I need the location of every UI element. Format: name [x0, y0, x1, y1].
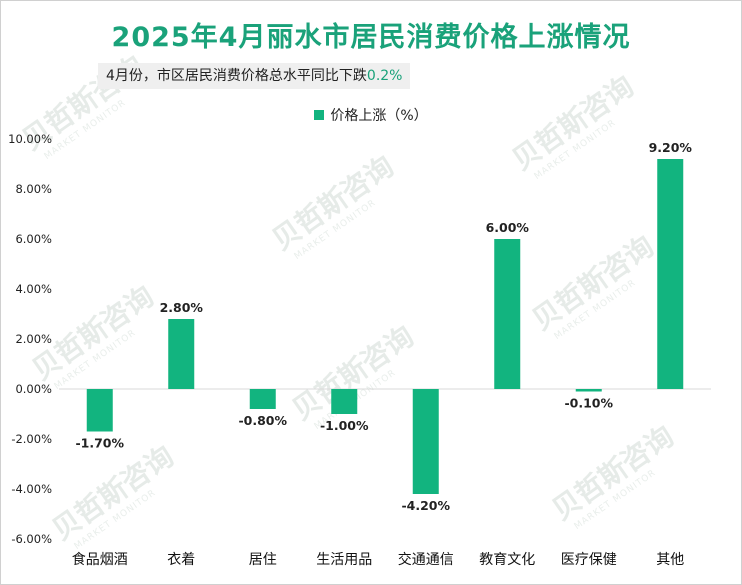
data-label: 6.00% [486, 220, 530, 235]
category-label: 居住 [249, 552, 277, 568]
watermark-text: 贝哲斯咨询 [46, 439, 180, 546]
y-tick-label: -6.00% [11, 532, 52, 546]
y-tick-label: 4.00% [15, 282, 52, 296]
y-tick-label: 2.00% [15, 332, 52, 346]
data-label: -1.70% [75, 436, 124, 451]
category-label: 教育文化 [479, 552, 535, 568]
chart-legend: 价格上涨（%） [1, 105, 741, 125]
axis-layer: 10.00% 8.00% 6.00% 4.00% 2.00% 0.00% -2.00% -4.… [8, 132, 711, 546]
data-label: 9.20% [649, 140, 693, 155]
chart-title: 2025年4月丽水市居民消费价格上涨情况 [111, 22, 631, 53]
category-label: 医疗保健 [561, 552, 617, 568]
y-tick-label: 0.00% [15, 382, 52, 396]
bar [494, 239, 521, 389]
y-tick-label: -4.00% [11, 482, 52, 496]
category-label: 其他 [656, 552, 684, 568]
bar [168, 319, 195, 389]
bar [331, 389, 358, 414]
y-tick-label: 10.00% [8, 132, 52, 146]
bar [249, 389, 276, 409]
data-label: -0.80% [238, 413, 287, 428]
chart-subtitle: 4月份，市区居民消费价格总水平同比下跌0.2% [98, 63, 411, 89]
y-tick-label: -2.00% [11, 432, 52, 446]
bar [412, 389, 439, 494]
watermark-text: 贝哲斯咨询 [526, 229, 660, 336]
subtitle-highlight: 0.2% [366, 68, 403, 84]
legend-swatch [314, 110, 325, 120]
bar [86, 389, 113, 432]
watermark-text: 贝哲斯咨询 [546, 419, 680, 526]
y-tick-label: 6.00% [15, 232, 52, 246]
data-label: -1.00% [320, 418, 369, 433]
data-label: 2.80% [160, 300, 204, 315]
data-label: -4.20% [401, 498, 450, 513]
bar [657, 159, 684, 389]
category-label: 生活用品 [316, 552, 372, 568]
category-label: 交通通信 [398, 551, 454, 568]
category-label: 食品烟酒 [72, 551, 128, 568]
category-label: 衣着 [167, 552, 195, 568]
subtitle-text: 4月份，市区居民消费价格总水平同比下跌 [106, 68, 367, 84]
bar-layer: -1.70% 食品烟酒 2.80% 衣着 -0.80% 居住 -1.00% 生活用品 -4.20… [72, 140, 693, 568]
watermark-text: 贝哲斯咨询 [266, 149, 400, 256]
data-label: -0.10% [564, 396, 613, 411]
y-tick-label: 8.00% [15, 182, 52, 196]
legend-label: 价格上涨（%） [330, 108, 428, 124]
bar [575, 389, 602, 392]
